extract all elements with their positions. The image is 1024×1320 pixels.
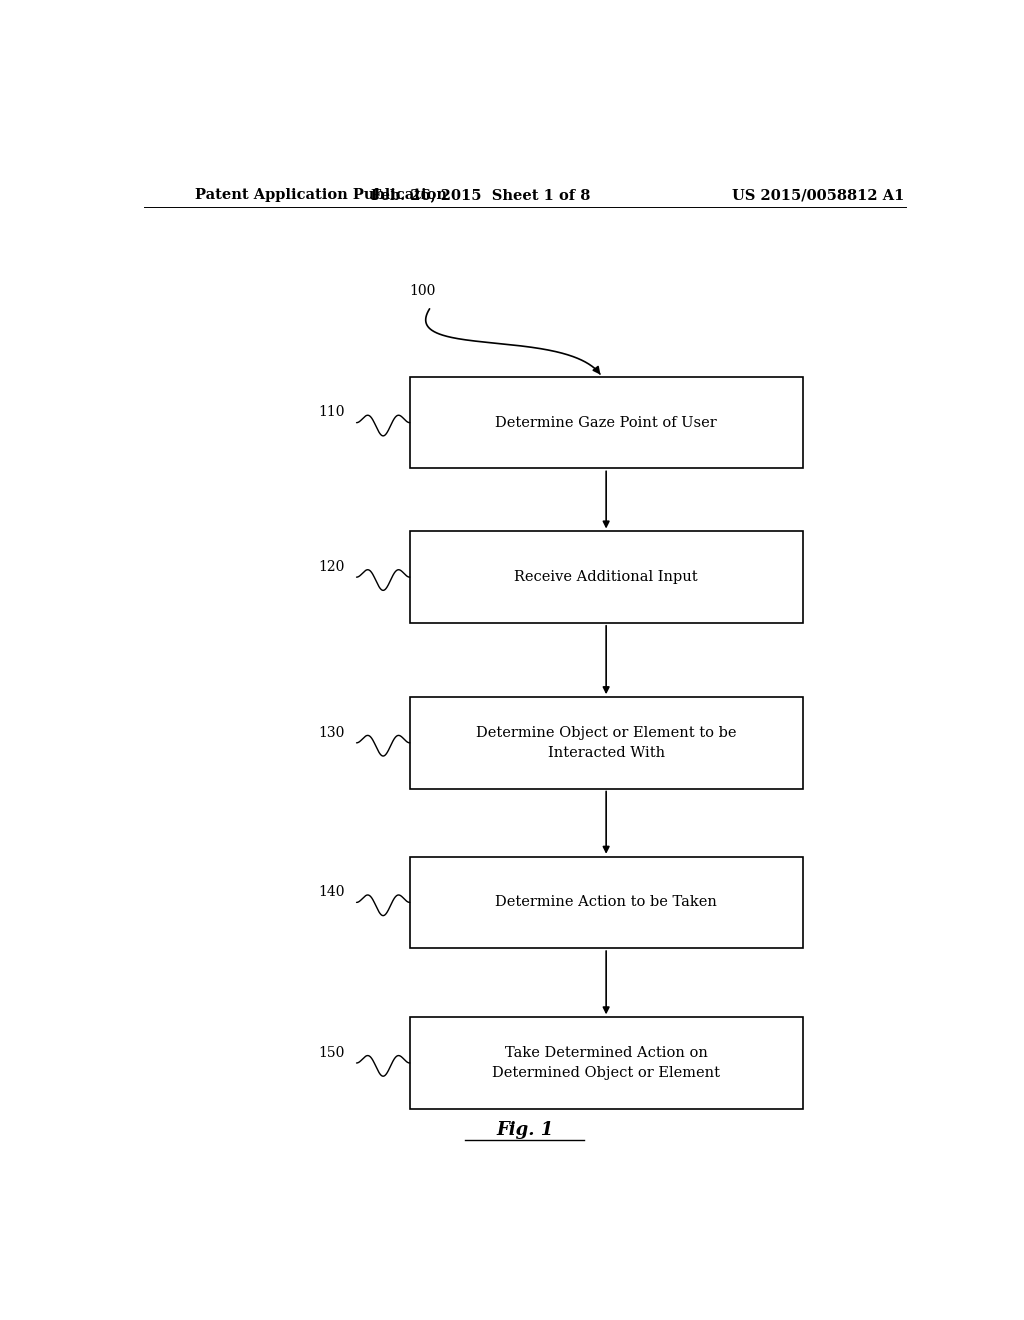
- Text: Receive Additional Input: Receive Additional Input: [514, 570, 698, 585]
- Text: 110: 110: [318, 405, 345, 420]
- Text: Determine Gaze Point of User: Determine Gaze Point of User: [496, 416, 717, 430]
- Text: 100: 100: [410, 284, 436, 297]
- FancyBboxPatch shape: [410, 378, 803, 469]
- Text: US 2015/0058812 A1: US 2015/0058812 A1: [732, 189, 904, 202]
- Text: Patent Application Publication: Patent Application Publication: [196, 189, 447, 202]
- Text: Feb. 26, 2015  Sheet 1 of 8: Feb. 26, 2015 Sheet 1 of 8: [372, 189, 591, 202]
- FancyBboxPatch shape: [410, 532, 803, 623]
- Text: Take Determined Action on
Determined Object or Element: Take Determined Action on Determined Obj…: [493, 1045, 720, 1080]
- Text: Fig. 1: Fig. 1: [497, 1121, 553, 1139]
- Text: 120: 120: [318, 560, 345, 574]
- Text: 150: 150: [318, 1045, 345, 1060]
- FancyBboxPatch shape: [410, 857, 803, 948]
- Text: 130: 130: [318, 726, 345, 739]
- Text: Determine Object or Element to be
Interacted With: Determine Object or Element to be Intera…: [476, 726, 736, 760]
- Text: Determine Action to be Taken: Determine Action to be Taken: [496, 895, 717, 909]
- FancyBboxPatch shape: [410, 1018, 803, 1109]
- FancyBboxPatch shape: [410, 697, 803, 788]
- Text: 140: 140: [318, 886, 345, 899]
